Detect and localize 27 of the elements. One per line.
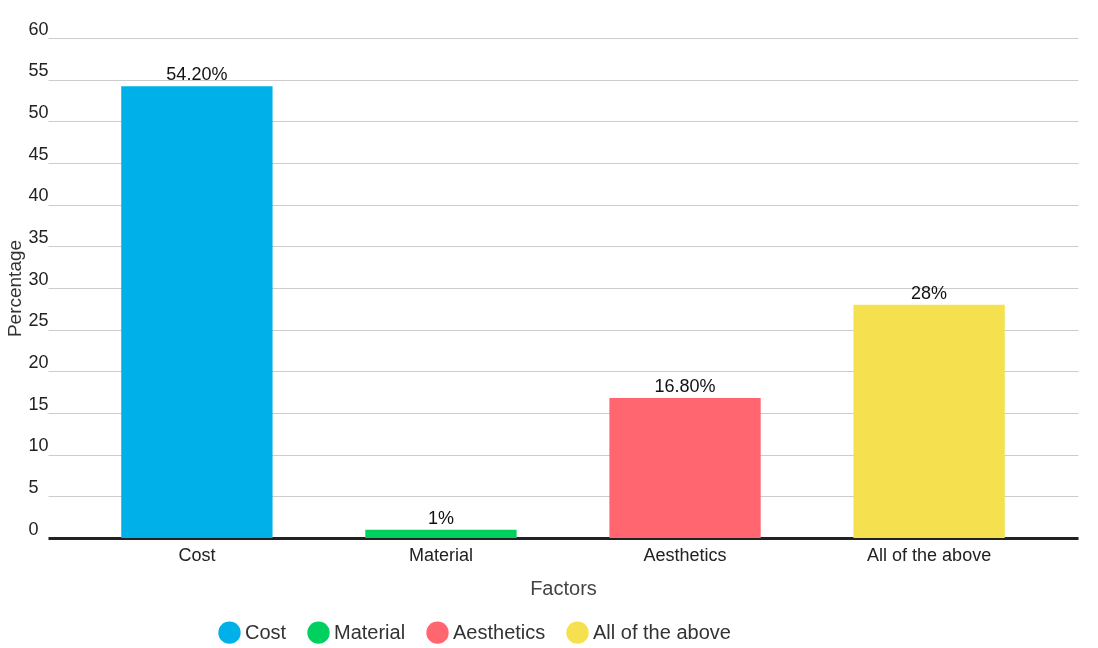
x-tick-label: Cost [178, 544, 216, 565]
data-label: 16.80% [654, 376, 716, 396]
x-tick-label: Material [408, 544, 473, 565]
y-tick-label: 50 [28, 101, 49, 122]
legend-label: Cost [245, 620, 287, 643]
y-tick-label: 30 [28, 268, 49, 289]
y-tick-label: 20 [28, 351, 49, 372]
y-tick-label: 40 [28, 185, 49, 206]
y-tick-label: 15 [28, 393, 49, 414]
legend-label: Material [334, 620, 406, 643]
legend-label: All of the above [593, 620, 731, 643]
x-axis-title: Factors [530, 576, 597, 599]
y-tick-label: 10 [28, 435, 49, 456]
y-tick-label: 25 [28, 310, 49, 331]
data-label: 54.20% [166, 64, 228, 85]
x-tick-label: Aesthetics [643, 544, 727, 565]
y-tick-label: 35 [28, 226, 49, 247]
y-axis-title: Percentage [3, 239, 25, 338]
data-label: 1% [427, 507, 454, 528]
y-tick-label: 55 [28, 60, 49, 81]
y-tick-label: 60 [28, 18, 49, 39]
data-label: 28% [911, 282, 948, 303]
y-tick-label: 0 [28, 518, 39, 539]
y-tick-label: 45 [28, 143, 49, 164]
x-tick-label: All of the above [867, 544, 992, 565]
y-tick-label: 5 [28, 476, 39, 497]
legend-label: Aesthetics [453, 620, 546, 643]
